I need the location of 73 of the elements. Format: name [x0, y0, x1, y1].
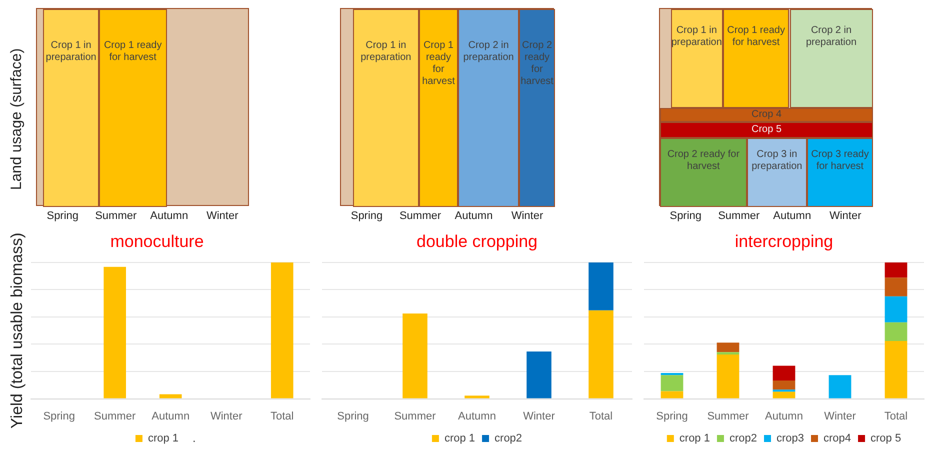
bar	[772, 380, 796, 390]
legend-label: crop4	[824, 432, 852, 445]
bar	[588, 262, 614, 310]
category-label: Spring	[350, 210, 383, 222]
land-block: Crop 1 in preparation	[670, 9, 723, 108]
land-block: Crop 2 ready for harvest	[660, 138, 747, 207]
bar	[884, 340, 908, 398]
category-label: Summer	[718, 210, 760, 222]
x-tick-label: Spring	[656, 410, 688, 422]
bar	[588, 310, 614, 398]
land-block: Crop 1 ready for harvest	[418, 9, 458, 207]
land-block: Crop 3 in preparation	[746, 138, 807, 207]
bar	[772, 392, 796, 398]
category-label: Spring	[46, 210, 79, 222]
bar	[402, 314, 428, 398]
chart-title: double cropping	[416, 232, 538, 251]
text: Land usage (surface)	[8, 48, 25, 190]
x-tick-label: Total	[270, 410, 294, 422]
chart-title: monoculture	[110, 232, 204, 251]
x-tick-label: Winter	[824, 410, 856, 422]
bar	[716, 354, 740, 398]
legend-label: crop 1	[148, 432, 179, 445]
bar	[828, 375, 852, 398]
land-block: Crop 2 ready for harvest	[519, 9, 555, 207]
x-tick-label: Summer	[94, 410, 136, 422]
category-label: Winter	[206, 210, 238, 222]
land-block: Crop 5	[660, 122, 873, 138]
legend-label: crop3	[776, 432, 804, 445]
bar	[716, 342, 740, 352]
land-block: Crop 1 ready for harvest	[98, 9, 167, 207]
x-tick-label: Winter	[523, 410, 556, 422]
land-block: Crop 1 ready for harvest	[722, 9, 790, 108]
category-label: Spring	[670, 210, 702, 222]
x-tick-label: Total	[589, 410, 613, 422]
text: .	[192, 430, 196, 445]
x-tick-label: Spring	[43, 410, 75, 422]
bar	[660, 391, 684, 398]
x-tick-label: Autumn	[765, 410, 803, 422]
legend-label: crop2	[494, 432, 522, 445]
x-tick-label: Summer	[707, 410, 750, 422]
x-tick-label: Autumn	[458, 410, 496, 422]
land-block: Crop 2 in preparation	[458, 9, 520, 207]
category-label: Summer	[95, 210, 137, 222]
x-tick-label: Winter	[210, 410, 243, 422]
bar	[884, 322, 908, 341]
land-block: Crop 3 ready for harvest	[806, 138, 873, 207]
bar	[526, 351, 552, 398]
legend-label: crop 5	[870, 432, 902, 445]
legend-label: crop 1	[679, 432, 710, 445]
y-axis-title: Yield (total usable biomass)	[9, 232, 26, 429]
category-label: Autumn	[150, 210, 188, 222]
legend-label: crop2	[729, 432, 758, 445]
category-label: Autumn	[454, 210, 493, 222]
x-tick-label: Spring	[337, 410, 369, 422]
bar	[772, 366, 796, 381]
category-label: Winter	[511, 210, 544, 222]
land-block: Crop 1 in preparation	[352, 9, 419, 207]
category-label: Autumn	[773, 210, 812, 222]
land-block: Crop 2 in preparation	[790, 9, 873, 108]
bar	[464, 396, 490, 398]
chart-title: intercropping	[734, 232, 834, 251]
x-tick-label: Total	[884, 410, 908, 422]
bar	[884, 296, 908, 322]
category-label: Winter	[829, 210, 862, 222]
legend-label: crop 1	[444, 432, 476, 445]
bar	[884, 262, 908, 278]
x-tick-label: Summer	[394, 410, 436, 422]
land-block: Crop 1 in preparation	[43, 9, 99, 207]
land-block: Crop 4	[660, 108, 873, 122]
bar	[884, 278, 908, 296]
category-label: Summer	[399, 210, 442, 222]
bar	[660, 375, 684, 392]
x-tick-label: Autumn	[152, 410, 190, 422]
